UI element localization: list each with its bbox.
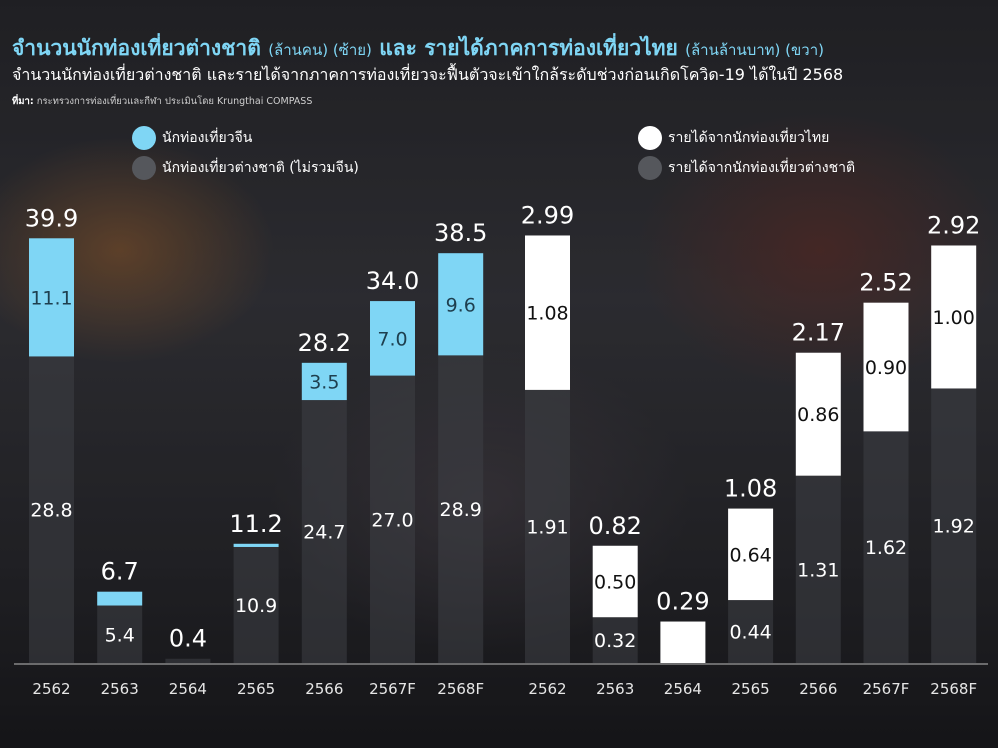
visitors-total-label: 38.5: [434, 219, 487, 247]
legend-swatch-foreign-revenue: [638, 156, 662, 180]
legend-label-foreign-revenue: รายได้จากนักท่องเที่ยวต่างชาติ: [668, 160, 856, 176]
visitors-x-tick-label: 2562: [32, 680, 70, 698]
visitors-label-upper: 9.6: [446, 294, 476, 316]
title-connector: และ: [379, 36, 417, 60]
visitors-x-tick-label: 2565: [237, 680, 275, 698]
visitors-label-lower: 28.8: [30, 500, 72, 522]
visitors-x-tick-label: 2566: [305, 680, 343, 698]
visitors-x-tick-label: 2567F: [369, 680, 416, 698]
visitors-bar-lower: [165, 658, 211, 663]
revenue-bar-upper: [660, 621, 706, 663]
revenue-label-lower: 1.31: [797, 559, 839, 581]
visitors-total-label: 6.7: [101, 558, 139, 586]
visitors-label-lower: 27.0: [371, 509, 413, 531]
visitors-x-tick-label: 2568F: [437, 680, 484, 698]
revenue-label-lower: 0.44: [729, 622, 771, 644]
legend-label-china: นักท่องเที่ยวจีน: [162, 130, 253, 146]
revenue-x-tick-label: 2565: [732, 680, 770, 698]
revenue-bar-lower: [592, 617, 638, 663]
revenue-bar-upper: [592, 545, 638, 618]
visitors-bar-upper: [233, 543, 279, 547]
legend-item-foreign-visitors: นักท่องเที่ยวต่างชาติ (ไม่รวมจีน): [132, 156, 359, 180]
revenue-label-lower: 1.92: [933, 516, 975, 538]
revenue-label-upper: 0.50: [594, 571, 636, 593]
visitors-bar-upper: [97, 591, 143, 606]
visitors-label-upper: 11.1: [30, 287, 72, 309]
revenue-label-upper: 1.08: [526, 303, 568, 325]
title-part2: รายได้ภาคการท่องเที่ยวไทย: [424, 36, 678, 60]
revenue-x-tick-label: 2563: [596, 680, 634, 698]
visitors-bar-upper: [29, 238, 74, 357]
revenue-x-tick-label: 2566: [799, 680, 837, 698]
visitors-bar-upper: [438, 253, 484, 356]
revenue-x-tick-label: 2568F: [930, 680, 977, 698]
visitors-label-upper: 3.5: [309, 371, 339, 393]
visitors-bar-lower: [301, 400, 347, 663]
revenue-bar-upper: [525, 235, 570, 390]
revenue-label-upper: 0.64: [729, 544, 771, 566]
legend-label-thai-revenue: รายได้จากนักท่องเที่ยวไทย: [668, 130, 830, 146]
revenue-label-lower: 1.91: [526, 516, 568, 538]
visitors-total-label: 39.9: [25, 204, 78, 232]
chart-title: จำนวนนักท่องเที่ยวต่างชาติ (ล้านคน) (ซ้า…: [12, 32, 824, 65]
revenue-x-tick-label: 2567F: [863, 680, 910, 698]
revenue-x-tick-label: 2564: [664, 680, 702, 698]
legend-swatch-foreign-visitors: [132, 156, 156, 180]
visitors-label-lower: 28.9: [440, 499, 482, 521]
visitors-total-label: 0.4: [169, 625, 207, 653]
revenue-bar-upper: [863, 302, 909, 432]
visitors-total-label: 11.2: [229, 510, 282, 538]
visitors-bar-lower: [97, 605, 143, 663]
visitors-bar-upper: [301, 362, 347, 401]
revenue-bar-lower: [863, 431, 909, 663]
visitors-total-label: 34.0: [366, 267, 419, 295]
source-note: ที่มา: กระทรวงการท่องเที่ยวและกีฬา ประเม…: [12, 94, 312, 109]
chart-subtitle: จำนวนนักท่องเที่ยวต่างชาติ และรายได้จากภ…: [12, 65, 844, 84]
visitors-bar-lower: [370, 375, 415, 663]
title-part1-unit: (ล้านคน) (ซ้าย): [268, 41, 372, 59]
revenue-bar-lower: [931, 388, 977, 663]
revenue-x-tick-label: 2562: [528, 680, 566, 698]
legend-item-china: นักท่องเที่ยวจีน: [132, 126, 252, 150]
title-part2-unit: (ล้านล้านบาท) (ขวา): [685, 41, 824, 59]
revenue-bar-lower: [795, 475, 841, 663]
revenue-label-lower: 0.32: [594, 630, 636, 652]
revenue-bar-upper: [795, 352, 841, 476]
revenue-bar-lower: [728, 600, 774, 663]
visitors-bar-lower: [438, 355, 484, 663]
visitors-label-upper: 7.0: [377, 328, 407, 350]
title-part1: จำนวนนักท่องเที่ยวต่างชาติ: [12, 36, 261, 60]
source-text: กระทรวงการท่องเที่ยวและกีฬา ประเมินโดย K…: [36, 96, 313, 107]
visitors-bar-upper: [370, 301, 415, 376]
legend-item-foreign-revenue: รายได้จากนักท่องเที่ยวต่างชาติ: [638, 156, 855, 180]
revenue-total-label: 0.29: [656, 588, 709, 616]
visitors-bar-lower: [233, 546, 279, 663]
revenue-bar-lower: [525, 389, 570, 663]
revenue-bar-upper: [728, 508, 774, 601]
legend-label-foreign-visitors: นักท่องเที่ยวต่างชาติ (ไม่รวมจีน): [162, 160, 359, 176]
revenue-label-upper: 0.90: [865, 357, 907, 379]
legend-swatch-thai-revenue: [638, 126, 662, 150]
revenue-label-lower: 1.62: [865, 537, 907, 559]
legend-swatch-china: [132, 126, 156, 150]
visitors-bar-lower: [29, 356, 74, 663]
revenue-total-label: 0.82: [588, 512, 641, 540]
revenue-total-label: 2.99: [521, 201, 574, 229]
revenue-label-upper: 0.86: [797, 404, 839, 426]
source-label: ที่มา:: [12, 96, 34, 107]
revenue-bar-upper: [931, 245, 977, 389]
visitors-x-tick-label: 2563: [101, 680, 139, 698]
visitors-label-lower: 5.4: [105, 624, 135, 646]
visitors-label-lower: 10.9: [235, 595, 277, 617]
revenue-total-label: 2.52: [859, 269, 912, 297]
revenue-label-upper: 1.00: [933, 307, 975, 329]
revenue-total-label: 2.92: [927, 211, 980, 239]
legend-item-thai-revenue: รายได้จากนักท่องเที่ยวไทย: [638, 126, 829, 150]
visitors-x-tick-label: 2564: [169, 680, 207, 698]
visitors-label-lower: 24.7: [303, 522, 345, 544]
visitors-total-label: 28.2: [298, 329, 351, 357]
revenue-total-label: 1.08: [724, 475, 777, 503]
revenue-total-label: 2.17: [792, 319, 845, 347]
